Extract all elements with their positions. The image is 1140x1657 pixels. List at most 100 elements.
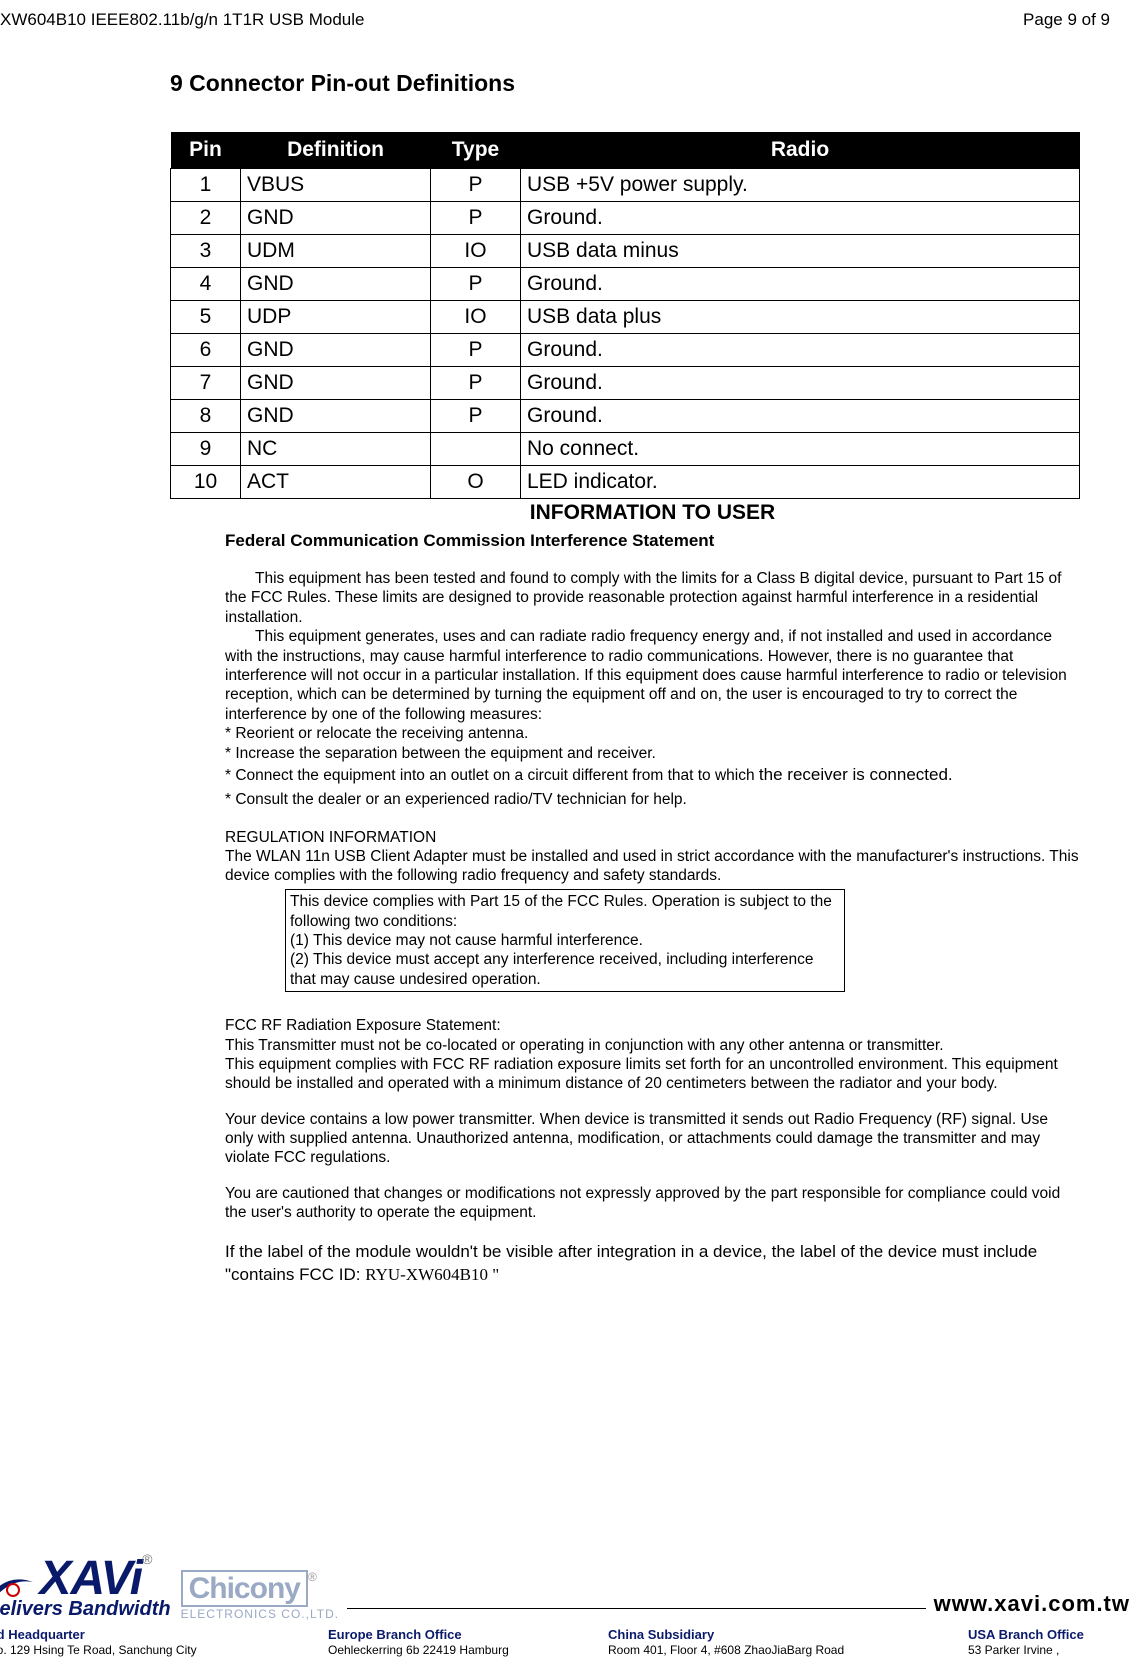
table-cell: 10: [171, 466, 241, 499]
header-right: Page 9 of 9: [1023, 10, 1110, 30]
table-cell: P: [431, 268, 521, 301]
reg-para: The WLAN 11n USB Client Adapter must be …: [225, 847, 1080, 886]
table-row: 3UDMIOUSB data minus: [171, 235, 1080, 268]
info-subtitle: Federal Communication Commission Interfe…: [225, 531, 1080, 551]
table-row: 5UDPIOUSB data plus: [171, 301, 1080, 334]
info-bullets: * Reorient or relocate the receiving ant…: [225, 724, 1080, 811]
info-title: INFORMATION TO USER: [225, 501, 1080, 525]
table-cell: Ground.: [521, 268, 1080, 301]
table-cell: 8: [171, 400, 241, 433]
footer-col-4: USA Branch Office 53 Parker Irvine ,: [968, 1627, 1128, 1657]
footer-col-1: rld Headquarter No. 129 Hsing Te Road, S…: [0, 1627, 288, 1657]
table-cell: GND: [241, 400, 431, 433]
table-cell: 9: [171, 433, 241, 466]
table-cell: P: [431, 334, 521, 367]
table-cell: VBUS: [241, 169, 431, 202]
fcc-p3: Your device contains a low power transmi…: [225, 1110, 1080, 1168]
content: 9 Connector Pin-out Definitions Pin Defi…: [0, 30, 1140, 1286]
table-cell: USB data plus: [521, 301, 1080, 334]
table-cell: GND: [241, 268, 431, 301]
table-cell: P: [431, 202, 521, 235]
table-cell: [431, 433, 521, 466]
th-pin: Pin: [171, 132, 241, 169]
fcc-p4: You are cautioned that changes or modifi…: [225, 1184, 1080, 1223]
table-cell: 1: [171, 169, 241, 202]
info-para1-text: This equipment has been tested and found…: [225, 570, 1061, 626]
table-header-row: Pin Definition Type Radio: [171, 132, 1080, 169]
fcc-p2: This equipment complies with FCC RF radi…: [225, 1055, 1080, 1094]
bullet-3: * Connect the equipment into an outlet o…: [225, 764, 1080, 786]
fcc-block: FCC RF Radiation Exposure Statement: Thi…: [225, 1016, 1080, 1222]
footer-col-2-line: Oehleckerring 6b 22419 Hamburg: [328, 1643, 568, 1657]
table-row: 9NCNo connect.: [171, 433, 1080, 466]
bullet-1: * Reorient or relocate the receiving ant…: [225, 724, 1080, 744]
bullet-3a: * Connect the equipment into an outlet o…: [225, 767, 759, 784]
footer-bottom: rld Headquarter No. 129 Hsing Te Road, S…: [0, 1625, 1140, 1657]
compliance-box: This device complies with Part 15 of the…: [285, 889, 845, 992]
footer-col-4-head: USA Branch Office: [968, 1627, 1128, 1643]
table-cell: NC: [241, 433, 431, 466]
table-row: 1VBUSPUSB +5V power supply.: [171, 169, 1080, 202]
footer-url: www.xavi.com.tw: [934, 1591, 1130, 1617]
table-cell: UDM: [241, 235, 431, 268]
footer-top: XAVi® Delivers Bandwidth Chicony® ELECTR…: [0, 1551, 1140, 1625]
footer-col-3-line: Room 401, Floor 4, #608 ZhaoJiaBarg Road: [608, 1643, 928, 1657]
pinout-table: Pin Definition Type Radio 1VBUSPUSB +5V …: [170, 132, 1080, 499]
table-cell: Ground.: [521, 334, 1080, 367]
footer-col-1-head: rld Headquarter: [0, 1627, 288, 1643]
table-cell: 7: [171, 367, 241, 400]
th-type: Type: [431, 132, 521, 169]
table-cell: O: [431, 466, 521, 499]
table-cell: P: [431, 400, 521, 433]
info-para2-text: This equipment generates, uses and can r…: [225, 628, 1067, 723]
fcc-p1: This Transmitter must not be co-located …: [225, 1036, 1080, 1055]
delivers-text: Delivers Bandwidth: [0, 1598, 171, 1621]
table-row: 10ACTOLED indicator.: [171, 466, 1080, 499]
table-cell: Ground.: [521, 202, 1080, 235]
table-cell: 6: [171, 334, 241, 367]
label-note: If the label of the module wouldn't be v…: [170, 1241, 1080, 1287]
footer-col-1-line: No. 129 Hsing Te Road, Sanchung City: [0, 1643, 288, 1657]
table-cell: LED indicator.: [521, 466, 1080, 499]
bullet-3b: the receiver is connected.: [759, 765, 953, 784]
label-note-a: If the label of the module wouldn't be v…: [225, 1242, 1037, 1284]
chicony-text: Chicony: [181, 1570, 308, 1607]
bullet-4: * Consult the dealer or an experienced r…: [225, 790, 1080, 810]
table-cell: UDP: [241, 301, 431, 334]
table-row: 8GNDPGround.: [171, 400, 1080, 433]
xavi-reg-icon: ®: [142, 1551, 152, 1567]
chicony-logo: Chicony® ELECTRONICS CO.,LTD.: [181, 1570, 339, 1621]
label-note-b: RYU-XW604B10 ": [365, 1265, 499, 1284]
bullet-2: * Increase the separation between the eq…: [225, 744, 1080, 764]
table-cell: ACT: [241, 466, 431, 499]
table-cell: 5: [171, 301, 241, 334]
th-def: Definition: [241, 132, 431, 169]
table-cell: 2: [171, 202, 241, 235]
footer-col-3: China Subsidiary Room 401, Floor 4, #608…: [608, 1627, 928, 1657]
reg-head: REGULATION INFORMATION: [225, 829, 1080, 847]
table-cell: GND: [241, 334, 431, 367]
table-cell: IO: [431, 235, 521, 268]
table-cell: Ground.: [521, 400, 1080, 433]
table-cell: IO: [431, 301, 521, 334]
table-cell: Ground.: [521, 367, 1080, 400]
chicony-sub: ELECTRONICS CO.,LTD.: [181, 1607, 339, 1621]
footer-line: [347, 1608, 926, 1609]
table-cell: USB data minus: [521, 235, 1080, 268]
table-row: 4GNDPGround.: [171, 268, 1080, 301]
table-cell: USB +5V power supply.: [521, 169, 1080, 202]
page-header: XW604B10 IEEE802.11b/g/n 1T1R USB Module…: [0, 0, 1140, 30]
table-cell: GND: [241, 367, 431, 400]
footer-col-2: Europe Branch Office Oehleckerring 6b 22…: [328, 1627, 568, 1657]
table-cell: 4: [171, 268, 241, 301]
fcc-head: FCC RF Radiation Exposure Statement:: [225, 1016, 1080, 1035]
info-para2: This equipment generates, uses and can r…: [225, 627, 1080, 724]
section-heading: 9 Connector Pin-out Definitions: [170, 70, 1080, 97]
table-cell: P: [431, 367, 521, 400]
footer-col-4-line: 53 Parker Irvine ,: [968, 1643, 1128, 1657]
header-left: XW604B10 IEEE802.11b/g/n 1T1R USB Module: [0, 10, 364, 30]
table-cell: GND: [241, 202, 431, 235]
table-row: 6GNDPGround.: [171, 334, 1080, 367]
footer: XAVi® Delivers Bandwidth Chicony® ELECTR…: [0, 1551, 1140, 1657]
footer-col-3-head: China Subsidiary: [608, 1627, 928, 1643]
